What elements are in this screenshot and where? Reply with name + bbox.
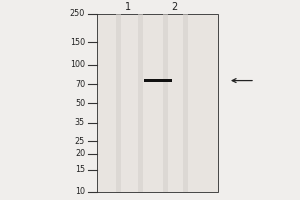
Text: 20: 20 <box>75 149 85 158</box>
Text: 1: 1 <box>125 2 131 12</box>
Bar <box>97 14 218 192</box>
Text: 250: 250 <box>70 9 85 19</box>
Text: 10: 10 <box>75 188 85 196</box>
Text: 15: 15 <box>75 165 85 174</box>
Bar <box>182 14 188 192</box>
Text: 2: 2 <box>171 2 177 12</box>
Text: 150: 150 <box>70 38 85 47</box>
Bar <box>137 14 142 192</box>
Bar <box>116 14 121 192</box>
Text: 70: 70 <box>75 80 85 89</box>
Text: 50: 50 <box>75 98 85 108</box>
Text: 35: 35 <box>75 118 85 127</box>
Bar <box>163 14 167 192</box>
Bar <box>144 79 172 82</box>
Text: 25: 25 <box>75 137 85 146</box>
Text: 100: 100 <box>70 60 85 69</box>
